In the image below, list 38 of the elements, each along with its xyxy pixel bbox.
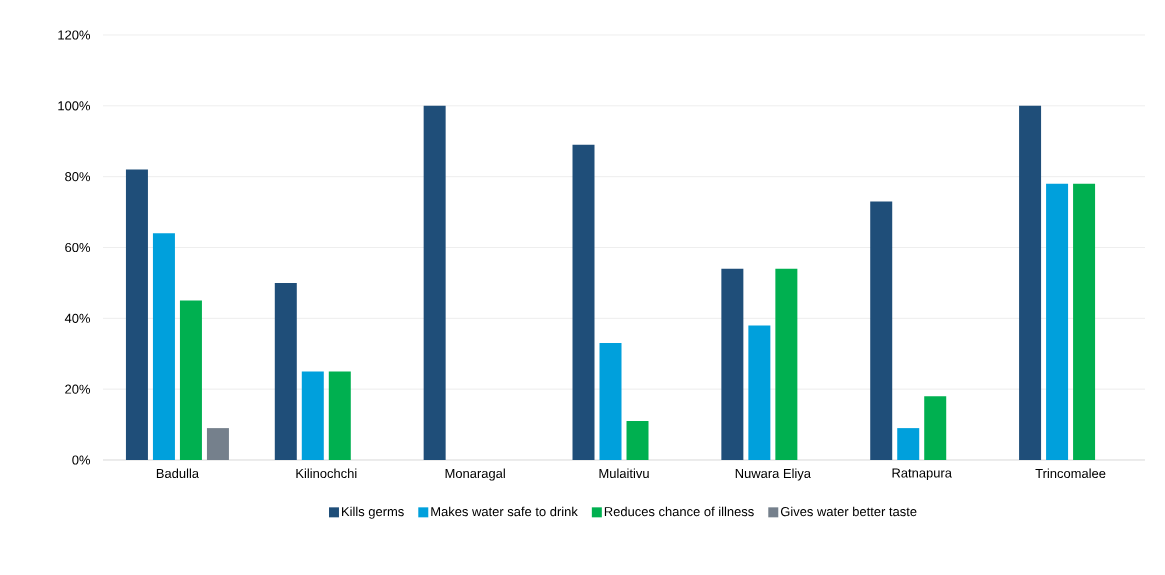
y-tick-label: 120% [58, 30, 91, 40]
bar [897, 428, 920, 460]
bar [1046, 183, 1069, 460]
bar [775, 268, 798, 460]
legend-label: Reduces chance of illness [604, 506, 754, 517]
bar [721, 268, 744, 460]
bar [152, 233, 175, 460]
y-tick-label: 80% [65, 172, 91, 182]
y-tick-label: 40% [64, 313, 91, 323]
bar [599, 343, 622, 460]
bar [748, 325, 771, 460]
y-tick-label: 0% [72, 455, 91, 465]
legend-label: Gives water better taste [780, 506, 917, 517]
x-tick-label: Badulla [156, 468, 200, 479]
x-tick-label: Mulaitivu [599, 468, 649, 479]
bar [870, 201, 893, 460]
x-tick-label: Ratnapura [892, 468, 952, 481]
bar [179, 300, 202, 460]
x-tick-label: Nuwara Eliya [735, 468, 811, 481]
bar [626, 421, 649, 460]
bar [572, 144, 595, 460]
x-tick-label: Kilinochchi [296, 468, 357, 479]
y-tick-label: 100% [58, 101, 91, 111]
y-tick-label: 60% [65, 242, 91, 253]
bar [924, 396, 947, 460]
bar [301, 371, 324, 460]
bar [423, 105, 446, 460]
bar [274, 282, 297, 460]
bar [1073, 183, 1096, 460]
y-tick-label: 20% [65, 384, 91, 394]
bar [328, 371, 351, 460]
bar [1019, 105, 1042, 460]
x-tick-label: Trincomalee [1035, 468, 1106, 479]
bar [206, 428, 229, 460]
bar [125, 169, 148, 460]
x-tick-label: Monaragal [445, 468, 505, 481]
legend-label: Kills germs [342, 506, 404, 519]
legend-label: Makes water safe to drink [431, 506, 578, 517]
